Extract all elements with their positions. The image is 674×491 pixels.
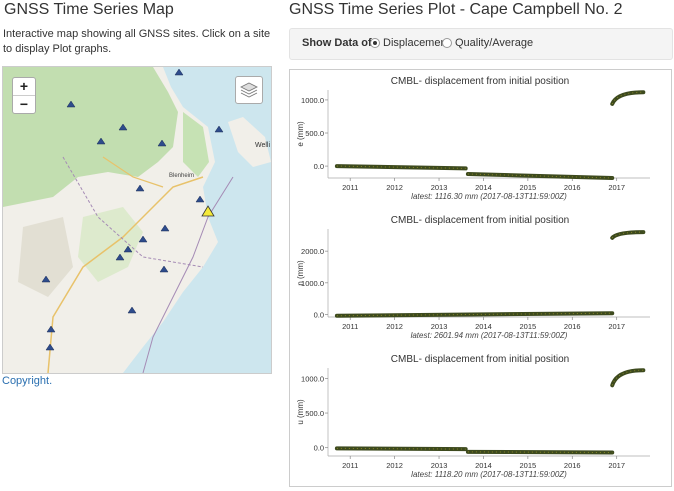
gnss-site-marker[interactable] (160, 224, 170, 232)
x-tick-label: 2012 (386, 322, 403, 331)
copyright-link[interactable]: Copyright. (2, 375, 53, 387)
x-tick-label: 2015 (520, 322, 537, 331)
data-series (610, 368, 646, 388)
map-canvas[interactable]: Blenheim Welli (3, 67, 271, 373)
gnss-site-marker[interactable] (138, 235, 148, 243)
data-series-highlight (336, 165, 466, 169)
chart-title: CMBL- displacement from initial position (391, 215, 569, 226)
zoom-in-button[interactable]: + (19, 78, 29, 94)
chart-title: CMBL- displacement from initial position (391, 76, 569, 87)
relief-shading (18, 217, 73, 297)
x-tick-label: 2013 (431, 322, 448, 331)
x-axis-label: latest: 1118.20 mm (2017-08-13T11:59:00Z… (411, 470, 567, 479)
y-tick-label: 500.0 (305, 409, 324, 418)
road (102, 156, 164, 188)
road (47, 176, 204, 373)
x-tick-label: 2014 (475, 322, 492, 331)
gnss-site-marker[interactable] (214, 125, 224, 133)
forest-area-south (78, 207, 143, 282)
gnss-site-marker[interactable] (157, 139, 167, 147)
plots-panel: CMBL- displacement from initial position… (289, 69, 672, 487)
x-tick-label: 2016 (564, 183, 581, 192)
data-series-highlight (336, 447, 466, 450)
x-tick-label: 2014 (475, 183, 492, 192)
maritime-boundary (142, 176, 234, 373)
north-island-land (228, 117, 271, 167)
map-section-title: GNSS Time Series Map (4, 1, 174, 18)
data-series (610, 90, 646, 106)
data-series-highlight (467, 173, 613, 179)
map-description: Interactive map showing all GNSS sites. … (3, 28, 271, 55)
y-tick-label: 0.0 (314, 310, 324, 319)
x-tick-label: 2013 (431, 183, 448, 192)
x-tick-label: 2012 (386, 461, 403, 470)
y-axis-label: e (mm) (296, 121, 305, 147)
forest-area (3, 67, 178, 207)
gnss-site-marker[interactable] (174, 68, 184, 76)
x-tick-label: 2011 (342, 322, 358, 331)
show-data-label: Show Data of (302, 37, 372, 49)
gnss-site-marker[interactable] (159, 265, 169, 273)
gnss-site-map[interactable]: Blenheim Welli + − (2, 66, 272, 374)
displacement-radio[interactable] (370, 38, 380, 48)
gnss-site-marker[interactable] (135, 184, 145, 192)
gnss-site-marker[interactable] (195, 195, 205, 203)
region-boundary (62, 156, 204, 268)
quality-average-option-label[interactable]: Quality/Average (455, 37, 534, 49)
city-label: Welli (255, 142, 270, 149)
show-data-control: Show Data of Displacement Quality/Averag… (289, 28, 673, 60)
x-axis-label: latest: 1116.30 mm (2017-08-13T11:59:00Z… (411, 192, 567, 201)
x-tick-label: 2013 (431, 461, 448, 470)
gnss-site-marker[interactable] (123, 245, 133, 253)
zoom-control: + − (12, 77, 36, 114)
y-tick-label: 500.0 (305, 129, 324, 138)
gnss-site-marker[interactable] (66, 100, 76, 108)
gnss-site-marker[interactable] (127, 306, 137, 314)
x-tick-label: 2012 (386, 183, 403, 192)
y-axis-label: n (mm) (296, 260, 305, 286)
chart-title: CMBL- displacement from initial position (391, 354, 569, 365)
layers-icon (240, 82, 258, 98)
x-tick-label: 2016 (564, 322, 581, 331)
zoom-out-button[interactable]: − (13, 95, 35, 113)
y-tick-label: 1000.0 (301, 374, 324, 383)
quality-average-radio[interactable] (442, 38, 452, 48)
gnss-site-marker[interactable] (41, 275, 51, 283)
x-tick-label: 2017 (608, 183, 625, 192)
x-tick-label: 2015 (520, 183, 537, 192)
chart-panel: CMBL- displacement from initial position… (296, 76, 650, 201)
plots-canvas: CMBL- displacement from initial position… (296, 76, 650, 479)
x-tick-label: 2017 (608, 461, 625, 470)
x-tick-label: 2015 (520, 461, 537, 470)
x-tick-label: 2011 (342, 183, 358, 192)
gnss-site-marker[interactable] (46, 325, 56, 333)
y-tick-label: 1000.0 (301, 96, 324, 105)
layers-button[interactable] (235, 76, 263, 104)
plot-section-title: GNSS Time Series Plot - Cape Campbell No… (289, 1, 623, 18)
x-tick-label: 2017 (608, 322, 625, 331)
chart-panel: CMBL- displacement from initial position… (296, 215, 650, 340)
data-series-highlight (467, 451, 613, 454)
y-tick-label: 2000.0 (301, 247, 324, 256)
gnss-site-marker[interactable] (118, 123, 128, 131)
displacement-option-label[interactable]: Displacement (383, 37, 450, 49)
gnss-site-marker[interactable] (96, 137, 106, 145)
x-tick-label: 2014 (475, 461, 492, 470)
x-tick-label: 2016 (564, 461, 581, 470)
gnss-site-marker[interactable] (45, 343, 55, 351)
y-tick-label: 1000.0 (301, 279, 324, 288)
y-tick-label: 0.0 (314, 444, 324, 453)
gnss-site-marker[interactable] (115, 253, 125, 261)
data-series-highlight (611, 231, 644, 239)
chart-panel: CMBL- displacement from initial position… (296, 354, 650, 479)
town-label: Blenheim (169, 173, 194, 179)
forest-area-east (183, 112, 209, 177)
data-series (334, 311, 615, 318)
y-axis-label: u (mm) (296, 399, 305, 425)
y-tick-label: 0.0 (314, 162, 324, 171)
selected-site-marker[interactable] (201, 205, 215, 217)
x-tick-label: 2011 (342, 461, 358, 470)
x-axis-label: latest: 2601.94 mm (2017-08-13T11:59:00Z… (411, 331, 568, 340)
